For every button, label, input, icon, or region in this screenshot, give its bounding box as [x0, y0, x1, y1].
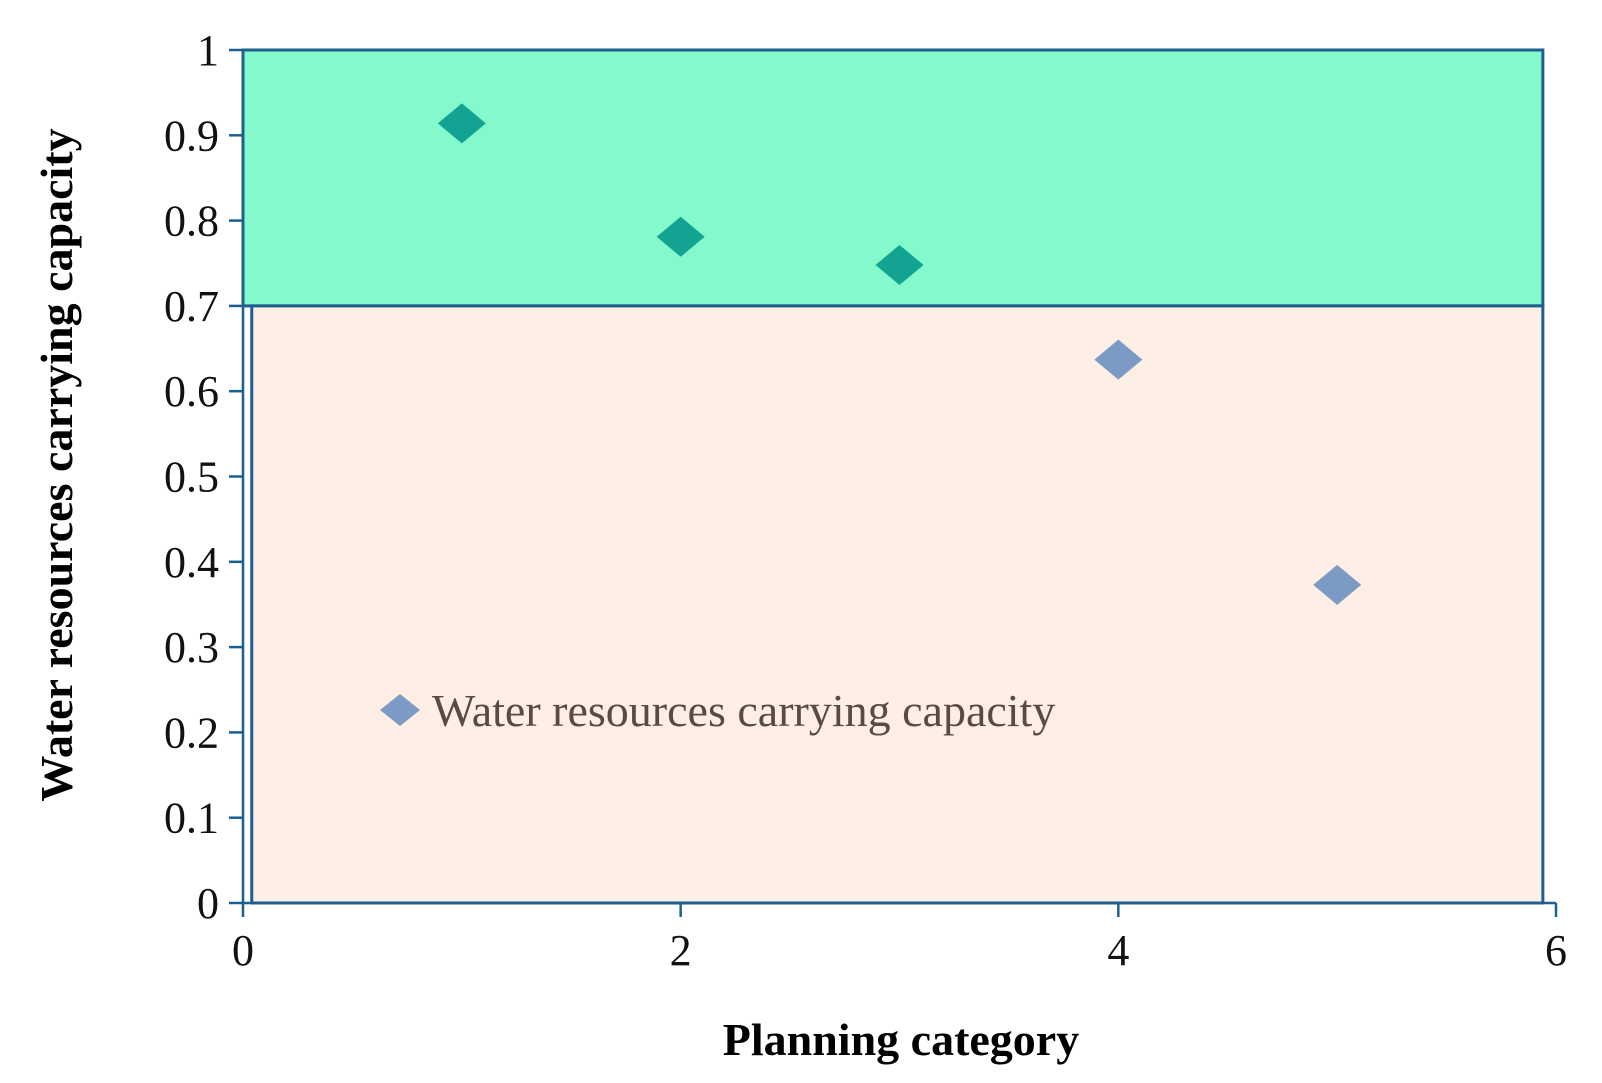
legend-label: Water resources carrying capacity — [432, 685, 1055, 736]
axes-layer: 0 0.1 0.2 0.3 0.4 0.5 0.6 0.7 0.8 0.9 1 0 2 4 6 — [164, 26, 1567, 975]
x-tick-label-1: 2 — [670, 926, 692, 975]
x-tick-label-0: 0 — [232, 926, 254, 975]
legend: Water resources carrying capacity — [380, 685, 1055, 736]
y-tick-label-10: 1 — [197, 26, 219, 75]
legend-marker-diamond — [380, 694, 420, 726]
y-tick-label-4: 0.4 — [164, 538, 219, 587]
y-tick-label-9: 0.9 — [164, 111, 219, 160]
data-point-1 — [437, 103, 486, 144]
data-point-4 — [1094, 339, 1143, 380]
y-tick-label-3: 0.3 — [164, 623, 219, 672]
data-point-2 — [656, 216, 705, 257]
data-point-5 — [1313, 564, 1362, 605]
y-tick-label-7: 0.7 — [164, 282, 219, 331]
bands-layer — [241, 48, 1545, 905]
data-point-3 — [875, 244, 924, 285]
y-tick-label-8: 0.8 — [164, 197, 219, 246]
band-1 — [250, 304, 1545, 905]
y-tick-label-5: 0.5 — [164, 453, 219, 502]
points-layer — [437, 103, 1362, 605]
x-tick-label-2: 4 — [1107, 926, 1129, 975]
y-axis-title: Water resources carrying capacity — [31, 128, 82, 801]
y-tick-label-1: 0.1 — [164, 794, 219, 843]
y-tick-label-6: 0.6 — [164, 367, 219, 416]
y-tick-label-2: 0.2 — [164, 708, 219, 757]
y-tick-label-0: 0 — [197, 879, 219, 928]
x-tick-label-3: 6 — [1545, 926, 1567, 975]
x-axis-title: Planning category — [723, 1014, 1079, 1065]
